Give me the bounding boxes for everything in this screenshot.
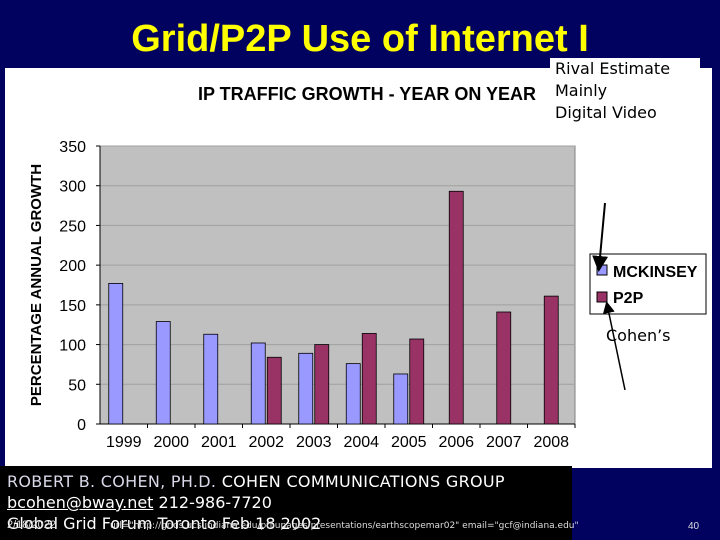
chart-title: IP TRAFFIC GROWTH - YEAR ON YEAR bbox=[198, 84, 536, 104]
x-tick-label: 2003 bbox=[296, 434, 332, 451]
plot-area bbox=[99, 145, 576, 425]
bar-mckinsey-2003 bbox=[298, 352, 314, 425]
traffic-growth-chart: IP TRAFFIC GROWTH - YEAR ON YEAR 0 50 100 15… bbox=[28, 84, 707, 451]
y-tick-label: 250 bbox=[59, 218, 86, 235]
cohens-label: Cohen’s bbox=[606, 326, 671, 345]
arrow-to-mckinsey bbox=[592, 202, 609, 272]
y-tick-label: 300 bbox=[59, 179, 86, 196]
bar-p2p-2003 bbox=[314, 344, 330, 425]
rival-estimate-callout: Rival Estimate Mainly Digital Video bbox=[550, 58, 700, 132]
bar-mckinsey-2004 bbox=[345, 363, 361, 425]
y-tick-label: 200 bbox=[59, 258, 86, 275]
x-tick-label: 2002 bbox=[248, 434, 284, 451]
bar-p2p-2007 bbox=[496, 311, 512, 425]
y-tick-label: 100 bbox=[59, 338, 86, 355]
bar-mckinsey-1999 bbox=[108, 283, 124, 425]
callout-line-1: Rival Estimate bbox=[555, 59, 671, 78]
y-tick-label: 350 bbox=[59, 139, 86, 156]
legend-swatch-p2p bbox=[596, 291, 608, 303]
callout-line-3: Digital Video bbox=[555, 103, 657, 122]
bar-p2p-2008 bbox=[543, 295, 559, 425]
chart-panel: IP TRAFFIC GROWTH - YEAR ON YEAR 0 50 100 15… bbox=[5, 68, 712, 468]
y-tick-label: 150 bbox=[59, 298, 86, 315]
x-tick-label: 2001 bbox=[201, 434, 237, 451]
author-name: ROBERT B. COHEN, PH.D. bbox=[7, 472, 217, 491]
page-number: 40 bbox=[688, 521, 700, 532]
bar-p2p-2004 bbox=[361, 333, 377, 425]
x-tick-label: 2005 bbox=[391, 434, 427, 451]
bar-mckinsey-2002 bbox=[250, 342, 266, 425]
y-axis-label: PERCENTAGE ANNUAL GROWTH bbox=[28, 164, 45, 406]
x-tick-label: 2008 bbox=[533, 434, 569, 451]
x-tick-label: 2007 bbox=[486, 434, 522, 451]
y-tick-label: 50 bbox=[68, 377, 86, 394]
x-tick-label: 2006 bbox=[438, 434, 474, 451]
footer-contact-line: bcohen@bway.net 212-986-7720 bbox=[7, 493, 272, 512]
slide-footer: ROBERT B. COHEN, PH.D. COHEN COMMUNICATI… bbox=[0, 466, 720, 540]
legend-label-mckinsey: MCKINSEY bbox=[613, 264, 698, 281]
arrow-to-p2p bbox=[602, 301, 626, 391]
author-org: COHEN COMMUNICATIONS GROUP bbox=[221, 472, 505, 491]
x-tick-label: 2000 bbox=[153, 434, 189, 451]
footer-url: url="http://grids.ucs.indiana.edu/ptliup… bbox=[110, 521, 579, 531]
x-tick-label: 1999 bbox=[106, 434, 142, 451]
x-tick-label: 2004 bbox=[343, 434, 379, 451]
legend-label-p2p: P2P bbox=[613, 290, 644, 307]
slide-title: Grid/P2P Use of Internet I bbox=[131, 18, 589, 60]
bar-mckinsey-2000 bbox=[155, 321, 171, 425]
callout-line-2: Mainly bbox=[555, 81, 608, 100]
y-tick-label: 0 bbox=[77, 417, 86, 434]
footer-event: Global Grid Forum Toronto Feb 18 2002 bbox=[7, 514, 322, 533]
footer-date: 2/18/2022 bbox=[7, 519, 56, 531]
author-email-link[interactable]: bcohen@bway.net bbox=[7, 493, 154, 512]
author-phone: 212-986-7720 bbox=[158, 493, 272, 512]
footer-author-line: ROBERT B. COHEN, PH.D. COHEN COMMUNICATI… bbox=[7, 472, 505, 491]
bar-p2p-2005 bbox=[409, 338, 425, 425]
bar-p2p-2006 bbox=[448, 190, 464, 425]
bar-mckinsey-2001 bbox=[203, 333, 219, 425]
bar-mckinsey-2005 bbox=[393, 373, 409, 425]
bar-p2p-2002 bbox=[266, 356, 282, 425]
footer-background bbox=[0, 466, 572, 540]
